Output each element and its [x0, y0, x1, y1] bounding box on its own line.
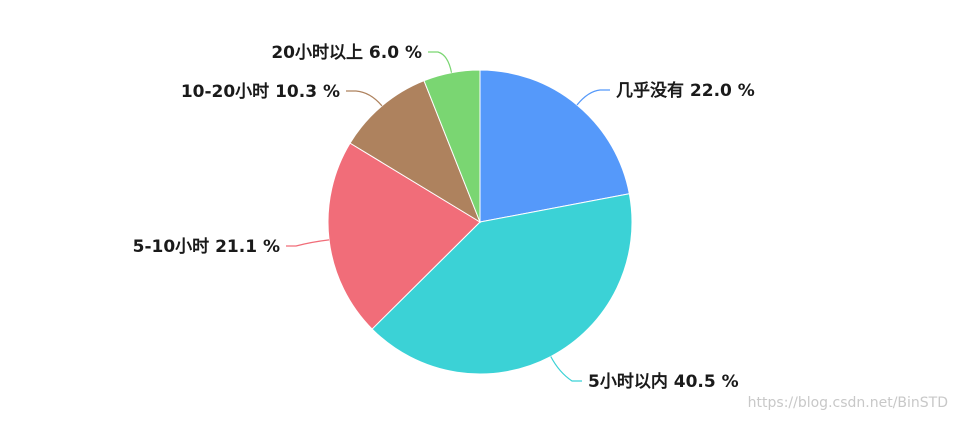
leader-line — [286, 239, 330, 247]
slice-label: 10-20小时 10.3 % — [181, 82, 340, 102]
pie-slice[interactable] — [423, 69, 481, 223]
leader-line — [576, 89, 610, 106]
leader-line — [346, 90, 383, 107]
leader-line — [550, 356, 582, 382]
slice-label: 5-10小时 21.1 % — [133, 237, 280, 257]
watermark-text: https://blog.csdn.net/BinSTD — [747, 395, 948, 411]
slice-label: 20小时以上 6.0 % — [271, 43, 422, 63]
pie-slice[interactable] — [349, 80, 482, 224]
pie-slice[interactable] — [479, 69, 630, 223]
slice-label: 几乎没有 22.0 % — [616, 80, 755, 101]
slice-label: 5小时以内 40.5 % — [588, 371, 739, 392]
leader-line — [428, 51, 453, 73]
